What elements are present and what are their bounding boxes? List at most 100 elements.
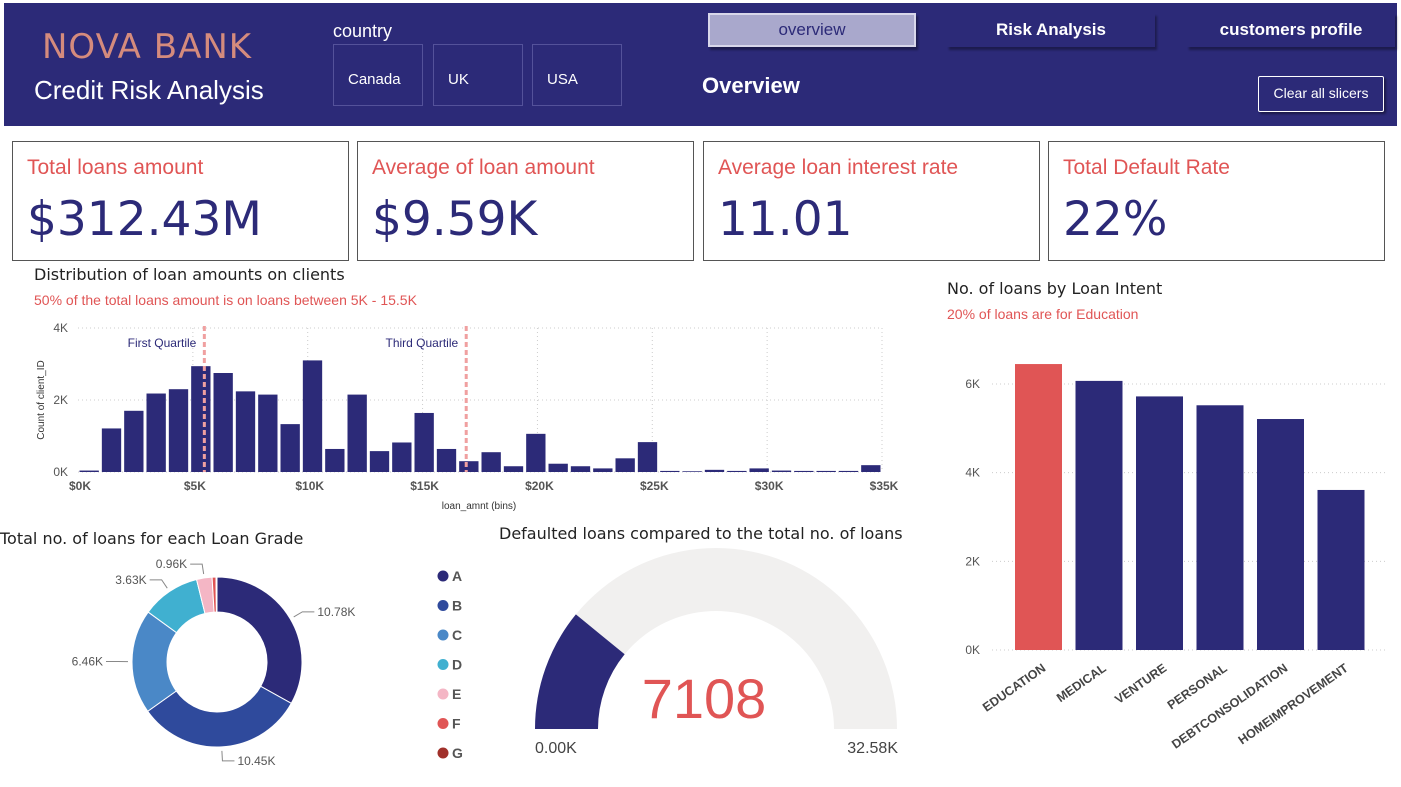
histogram-bar <box>392 442 412 472</box>
intent-bar <box>1317 489 1365 650</box>
histogram-bar <box>570 466 591 472</box>
histogram-bar <box>503 466 524 472</box>
donut-leader-line <box>293 611 315 618</box>
legend-label: A <box>452 568 462 584</box>
histogram-bar <box>481 452 501 472</box>
histogram-y-tick: 0K <box>53 465 68 479</box>
histogram-bar <box>593 468 613 472</box>
clear-slicers-button[interactable]: Clear all slicers <box>1258 76 1384 112</box>
country-slicer-uk[interactable]: UK <box>433 44 523 106</box>
country-slicer-usa[interactable]: USA <box>532 44 622 106</box>
histogram-bar <box>213 373 233 472</box>
country-slicer-canada[interactable]: Canada <box>333 44 423 106</box>
histogram-bar <box>861 465 881 472</box>
donut-value-label: 0.96K <box>156 557 187 571</box>
country-slicer-label: country <box>333 21 393 41</box>
histogram-bar <box>816 470 836 472</box>
histogram-x-tick: $25K <box>640 479 669 493</box>
nav-customers-profile-button[interactable]: customers profile <box>1187 13 1395 47</box>
gauge-value: 7108 <box>642 667 767 730</box>
intent-bar <box>1075 380 1123 650</box>
page-title: Overview <box>702 73 800 98</box>
histogram-bar <box>347 394 367 472</box>
legend-marker <box>437 629 449 641</box>
legend-marker <box>437 718 449 729</box>
histogram-bar <box>771 470 792 472</box>
kpi-value: 22% <box>1063 192 1168 247</box>
histogram-bar <box>526 433 546 472</box>
gauge-fill <box>535 614 625 729</box>
histogram-bar <box>302 360 323 472</box>
nav-risk-analysis-button[interactable]: Risk Analysis <box>947 13 1155 47</box>
histogram-x-tick: $20K <box>525 479 554 493</box>
donut-slice <box>147 685 292 748</box>
histogram-bar <box>258 394 278 472</box>
kpi-card-average-loan: Average of loan amount $9.59K <box>357 141 694 261</box>
kpi-card-total-loans: Total loans amount $312.43M <box>12 141 349 261</box>
histogram-bar <box>548 463 568 472</box>
legend-marker <box>437 747 449 759</box>
quartile-label: Third Quartile <box>386 336 459 350</box>
intent-y-tick: 4K <box>965 466 980 480</box>
histogram-bar <box>79 470 99 472</box>
quartile-label: First Quartile <box>128 336 197 350</box>
legend-label: B <box>452 598 462 614</box>
intent-x-label: DEBTCONSOLIDATION <box>1169 661 1290 752</box>
donut-chart-title: Total no. of loans for each Loan Grade <box>0 529 304 548</box>
histogram-bar <box>615 458 635 472</box>
histogram-y-tick: 4K <box>53 321 68 335</box>
intent-bar <box>1136 396 1183 650</box>
nav-overview-button[interactable]: overview <box>708 13 916 47</box>
intent-bar <box>1257 419 1304 650</box>
kpi-label: Total loans amount <box>27 156 204 179</box>
gauge-track <box>535 548 897 729</box>
gauge-title: Defaulted loans compared to the total no… <box>499 524 903 543</box>
intent-x-label: EDUCATION <box>980 661 1048 715</box>
histogram-bar <box>124 410 144 472</box>
donut-value-label: 6.46K <box>72 655 103 669</box>
histogram-subtitle: 50% of the total loans amount is on loan… <box>34 292 417 308</box>
histogram-bar <box>191 366 211 472</box>
histogram-x-tick: $15K <box>410 479 439 493</box>
histogram-bar <box>414 412 434 472</box>
histogram-bar <box>369 451 390 472</box>
kpi-value: $312.43M <box>27 192 262 247</box>
histogram-bar <box>682 471 702 472</box>
histogram-bar <box>727 470 747 472</box>
brand-logo-text: NOVA BANK <box>42 27 253 67</box>
defaulted-loans-gauge[interactable]: 7108 0.00K 32.58K <box>520 545 920 770</box>
donut-slice <box>216 576 303 705</box>
histogram-bar <box>101 428 122 472</box>
donut-leader-line <box>190 563 205 575</box>
legend-marker <box>437 688 449 700</box>
intent-bar <box>1015 364 1062 650</box>
gauge-max-label: 32.58K <box>847 740 898 757</box>
intent-chart-title: No. of loans by Loan Intent <box>947 279 1163 298</box>
histogram-bar <box>704 469 725 472</box>
donut-value-label: 3.63K <box>115 573 146 587</box>
histogram-bar <box>459 461 479 472</box>
histogram-bar <box>637 442 658 472</box>
loan-amount-histogram[interactable]: 0K 2K 4K $0K $5K $10K $15K $20K $25K $30K $35K Firs… <box>0 318 900 518</box>
histogram-bar <box>235 391 256 472</box>
legend-label: E <box>452 686 461 702</box>
kpi-card-default-rate: Total Default Rate 22% <box>1048 141 1385 261</box>
histogram-bar <box>794 470 814 472</box>
legend-label: D <box>452 657 462 673</box>
intent-chart-subtitle: 20% of loans are for Education <box>947 306 1139 322</box>
kpi-value: $9.59K <box>372 192 538 247</box>
legend-marker <box>437 659 449 670</box>
report-subtitle: Credit Risk Analysis <box>34 75 264 105</box>
histogram-bar <box>436 448 457 472</box>
donut-value-label: 10.78K <box>317 605 355 619</box>
histogram-bar <box>168 389 189 472</box>
histogram-x-axis-label: loan_amnt (bins) <box>442 501 516 512</box>
histogram-bar <box>280 424 300 472</box>
intent-x-label: HOMEIMPROVEMENT <box>1236 661 1351 748</box>
histogram-x-tick: $10K <box>295 479 324 493</box>
intent-y-tick: 6K <box>965 377 980 391</box>
legend-label: F <box>452 716 461 732</box>
histogram-bar <box>749 468 769 472</box>
